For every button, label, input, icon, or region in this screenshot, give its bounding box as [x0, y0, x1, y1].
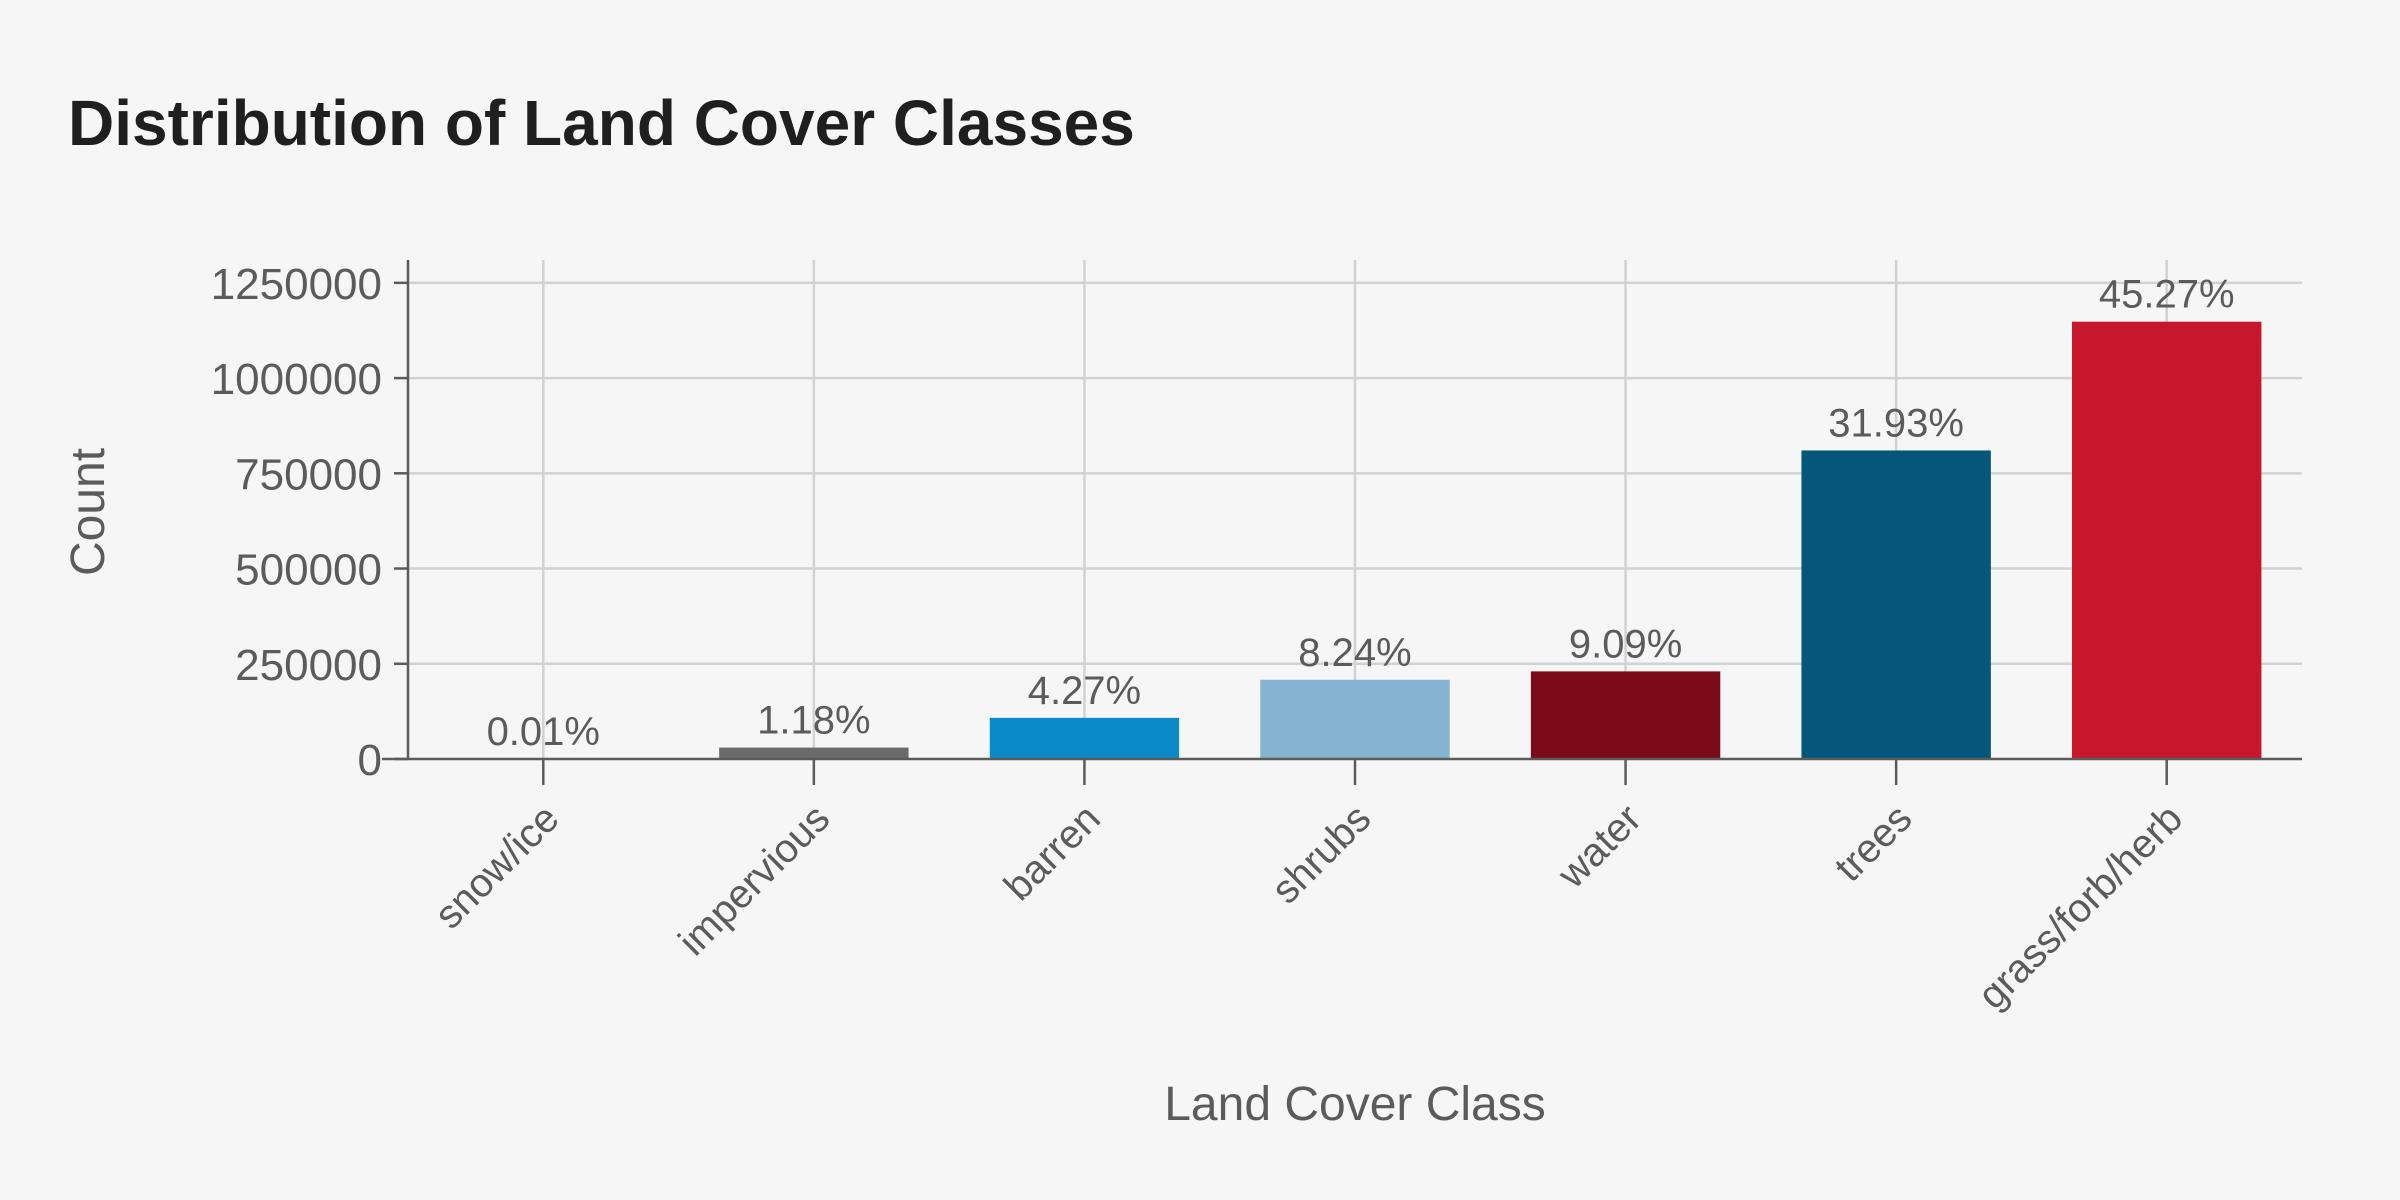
bar-shrubs	[1260, 679, 1450, 759]
data-label: 45.27%	[2099, 273, 2235, 317]
x-axis-label: Land Cover Class	[1164, 1078, 1546, 1131]
x-tick-label: barren	[996, 796, 1109, 909]
y-axis-ticks: 0 250000 500000 750000 1000000 1250000	[211, 260, 408, 785]
bar-grass-forb-herb	[2072, 321, 2262, 759]
x-axis-ticks: snow/ice impervious barren shrubs water trees…	[426, 759, 2191, 1018]
data-label: 0.01%	[487, 710, 600, 754]
y-tick-label: 1250000	[211, 260, 382, 309]
data-label: 4.27%	[1028, 669, 1141, 713]
y-tick-label: 0	[358, 736, 382, 785]
y-tick-label: 1000000	[211, 355, 382, 404]
y-tick-label: 500000	[235, 546, 382, 595]
bar-trees	[1801, 450, 1991, 759]
x-tick-label: shrubs	[1263, 796, 1379, 912]
chart-title: Distribution of Land Cover Classes	[68, 87, 1135, 159]
x-tick-label: impervious	[670, 796, 838, 964]
data-label: 1.18%	[757, 699, 870, 743]
data-label: 31.93%	[1828, 401, 1964, 445]
x-tick-label: water	[1549, 796, 1650, 897]
y-tick-label: 750000	[235, 450, 382, 499]
x-tick-label: trees	[1827, 796, 1921, 890]
y-tick-label: 250000	[235, 641, 382, 690]
bar-water	[1530, 671, 1721, 759]
x-tick-label: grass/forb/herb	[1970, 796, 2191, 1017]
bar-impervious	[719, 747, 909, 759]
bar-barren	[989, 717, 1180, 759]
y-axis-label: Count	[62, 448, 115, 576]
x-tick-label: snow/ice	[426, 796, 567, 937]
bars	[448, 321, 2262, 759]
data-label: 9.09%	[1569, 622, 1682, 666]
axes	[382, 260, 2302, 761]
data-labels: 0.01% 1.18% 4.27% 8.24% 9.09% 31.93% 45.27%	[487, 273, 2235, 754]
data-label: 8.24%	[1298, 631, 1411, 675]
